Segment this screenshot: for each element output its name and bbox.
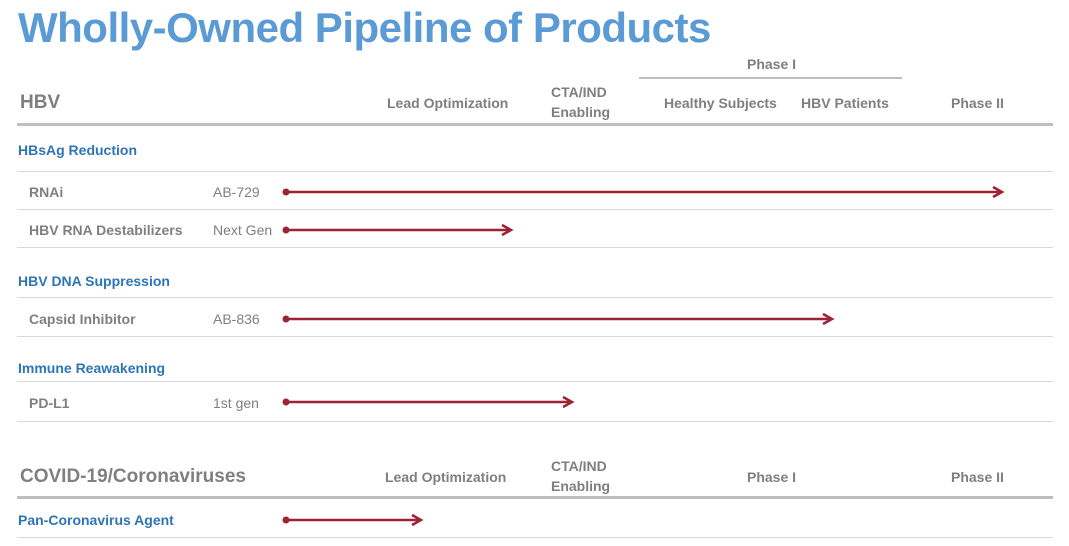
row-divider	[17, 297, 1053, 298]
covid-col-cta-line1: CTA/IND	[551, 458, 607, 474]
col-cta-line1: CTA/IND	[551, 84, 607, 100]
row-divider	[17, 209, 1053, 210]
arrow-head	[562, 395, 575, 409]
covid-col-cta-line2: Enabling	[551, 478, 611, 494]
program-asset-ab729: AB-729	[213, 184, 260, 200]
progress-arrow-rna-destabilizers	[282, 223, 514, 237]
program-asset-ab836: AB-836	[213, 311, 260, 327]
row-divider	[17, 171, 1053, 172]
progress-arrow-rnai	[282, 185, 1005, 199]
covid-col-lead-optimization: Lead Optimization	[385, 469, 507, 485]
phase1-group-rule	[639, 77, 902, 79]
covid-col-phase1: Phase I	[747, 469, 797, 485]
arrow-start-dot	[282, 516, 290, 524]
row-divider	[17, 247, 1053, 248]
program-asset-next-gen: Next Gen	[213, 222, 273, 238]
arrow-head	[501, 223, 514, 237]
col-cta-line2: Enabling	[551, 104, 611, 120]
phase1-group-header: Phase I	[747, 56, 797, 72]
row-divider	[17, 421, 1053, 422]
row-divider	[17, 381, 1053, 382]
section-immune-reawakening: Immune Reawakening	[18, 360, 166, 376]
arrow-head	[992, 185, 1005, 199]
covid-header-rule	[17, 496, 1053, 499]
section-hbsag-reduction: HBsAg Reduction	[18, 142, 137, 158]
col-phase2: Phase II	[951, 95, 1004, 111]
hbv-heading: HBV	[20, 92, 61, 113]
arrow-start-dot	[282, 315, 290, 323]
col-hbv-patients: HBV Patients	[801, 95, 889, 111]
program-label-pd-l1: PD-L1	[29, 395, 70, 411]
progress-arrow-pan-coronavirus	[282, 513, 424, 527]
row-divider	[17, 336, 1053, 337]
covid-col-phase2: Phase II	[951, 469, 1004, 485]
arrow-head	[411, 513, 424, 527]
covid-col-cta-ind-enabling: CTA/IND Enabling	[551, 456, 610, 496]
col-lead-optimization: Lead Optimization	[387, 95, 509, 111]
col-healthy-subjects: Healthy Subjects	[664, 95, 777, 111]
program-asset-1st-gen: 1st gen	[213, 395, 259, 411]
progress-arrow-capsid-inhibitor	[282, 312, 835, 326]
arrow-head	[822, 312, 835, 326]
progress-arrow-pd-l1	[282, 395, 575, 409]
covid-heading: COVID-19/Coronaviruses	[20, 466, 246, 487]
section-pan-coronavirus-agent: Pan-Coronavirus Agent	[18, 512, 174, 528]
program-label-rnai: RNAi	[29, 184, 64, 200]
arrow-start-dot	[282, 226, 290, 234]
program-label-rna-destabilizers: HBV RNA Destabilizers	[29, 222, 183, 238]
col-cta-ind-enabling: CTA/IND Enabling	[551, 82, 610, 122]
row-divider	[17, 537, 1053, 538]
program-label-capsid-inhibitor: Capsid Inhibitor	[29, 311, 136, 327]
hbv-header-rule	[17, 123, 1053, 126]
page-title: Wholly-Owned Pipeline of Products	[18, 4, 711, 51]
arrow-start-dot	[282, 188, 290, 196]
arrow-start-dot	[282, 398, 290, 406]
section-hbv-dna-suppression: HBV DNA Suppression	[18, 273, 170, 289]
